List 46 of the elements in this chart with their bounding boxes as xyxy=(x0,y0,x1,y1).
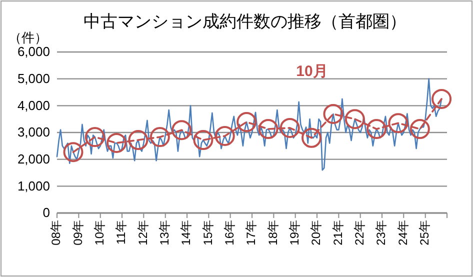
x-tick-label: 13年 xyxy=(158,220,172,246)
chart-title: 中古マンション成約件数の推移（首都圏） xyxy=(84,12,406,31)
point xyxy=(214,126,235,146)
x-tick-label: 17年 xyxy=(244,220,258,246)
x-tick-label: 25年 xyxy=(418,220,432,246)
x-tick-label: 15年 xyxy=(200,220,215,246)
x-tick-label: 23年 xyxy=(374,220,388,246)
x-tick-label: 16年 xyxy=(222,220,236,246)
x-tick-label: 11年 xyxy=(114,220,128,244)
series-label: 10月 xyxy=(296,63,328,80)
point xyxy=(302,128,322,148)
point xyxy=(410,119,430,140)
point xyxy=(150,127,170,148)
point xyxy=(280,118,300,138)
point xyxy=(63,142,84,162)
y-tick-label: 4,000 xyxy=(17,98,50,113)
x-tick-label: 22年 xyxy=(352,220,367,246)
x-tick-label: 08年 xyxy=(49,220,64,246)
point xyxy=(193,130,214,150)
point xyxy=(388,113,408,134)
point xyxy=(236,112,257,132)
y-tick-label: 3,000 xyxy=(17,124,50,140)
point xyxy=(172,120,192,140)
y-tick-label: 5,000 xyxy=(17,70,50,86)
point xyxy=(366,119,387,140)
y-tick-label: 0 xyxy=(42,205,50,220)
point xyxy=(323,104,344,124)
x-tick-label: 21年 xyxy=(330,220,345,246)
x-tick-label: 24年 xyxy=(396,220,410,246)
point xyxy=(106,132,127,153)
x-tick-label: 14年 xyxy=(179,220,194,246)
x-tick-label: 19年 xyxy=(288,220,302,246)
point xyxy=(432,88,452,109)
y-tick-label: 2,000 xyxy=(17,151,50,166)
point xyxy=(128,130,148,150)
x-tick-label: 09年 xyxy=(70,220,85,246)
point xyxy=(258,119,278,140)
point xyxy=(84,127,105,148)
x-tick-label: 18年 xyxy=(266,220,280,246)
x-tick-label: 20年 xyxy=(309,220,324,246)
point xyxy=(344,109,365,130)
y-tick-label: 6,000 xyxy=(17,44,50,60)
x-tick-label: 10年 xyxy=(92,220,107,246)
x-tick-label: 12年 xyxy=(136,220,150,246)
y-axis-title: （件） xyxy=(8,30,48,45)
y-tick-label: 1,000 xyxy=(17,178,50,194)
